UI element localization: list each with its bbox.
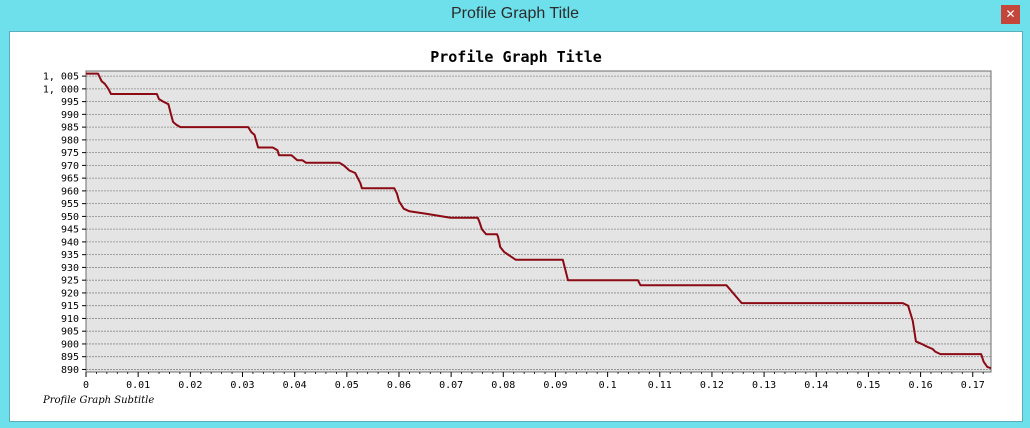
x-tick-label: 0.11: [648, 380, 672, 391]
y-axis: 8908959009059109159209259309359409459509…: [43, 72, 86, 376]
y-tick-label: 965: [61, 174, 79, 185]
y-tick-label: 905: [61, 327, 79, 338]
x-axis: 0 0.01 0.02 0.03 0.04 0.05 0.06 0.07 0.08 0.09 0.1…: [83, 372, 985, 391]
y-tick-label: 975: [61, 148, 79, 159]
y-tick-label: 925: [61, 276, 79, 287]
y-tick-label: 960: [61, 186, 79, 197]
y-tick-label: 910: [61, 314, 79, 325]
y-tick-label: 985: [61, 123, 79, 134]
x-tick-label: 0.02: [178, 380, 202, 391]
close-button[interactable]: ✕: [1001, 5, 1020, 24]
x-tick-label: 0.01: [126, 380, 150, 391]
x-tick-label: 0.15: [856, 380, 880, 391]
x-tick-label: 0.13: [752, 380, 776, 391]
plot-area: [85, 70, 992, 373]
x-tick-label: 0.05: [335, 380, 359, 391]
y-tick-label: 970: [61, 161, 79, 172]
y-tick-label: 935: [61, 250, 79, 261]
window-title: Profile Graph Title: [450, 5, 580, 22]
window-titlebar: Profile Graph Title ✕: [0, 0, 1030, 30]
x-tick-label: 0.09: [543, 380, 567, 391]
x-tick-label: 0.07: [439, 380, 463, 391]
y-tick-label: 955: [61, 199, 79, 210]
chart-subtitle: Profile Graph Subtitle: [42, 395, 154, 406]
x-tick-label: 0.03: [230, 380, 254, 391]
chart-title: Profile Graph Title: [430, 48, 602, 66]
x-tick-label: 0.1: [599, 380, 617, 391]
x-tick-label: 0.16: [909, 380, 933, 391]
graph-window-client: Profile Graph Title 890 895 900 905 910 915 92…: [9, 31, 1023, 422]
y-tick-label: 1, 000: [43, 84, 79, 95]
x-tick-label: 0.08: [491, 380, 515, 391]
y-tick-label: 940: [61, 237, 79, 248]
y-tick-label: 980: [61, 135, 79, 146]
profile-line: [86, 72, 992, 370]
y-tick-label: 1, 005: [43, 72, 79, 83]
y-tick-label: 930: [61, 263, 79, 274]
x-tick-label: 0.12: [700, 380, 724, 391]
close-icon: ✕: [1005, 7, 1016, 21]
y-tick-label: 900: [61, 339, 79, 350]
y-tick-label: 950: [61, 212, 79, 223]
x-tick-label: 0.14: [804, 380, 828, 391]
x-tick-label: 0.17: [961, 380, 985, 391]
x-tick-label: 0: [83, 380, 89, 391]
x-tick-label: 0.06: [387, 380, 411, 391]
y-tick-label: 945: [61, 225, 79, 236]
y-tick-label: 995: [61, 97, 79, 108]
y-tick-label: 890: [61, 365, 79, 376]
y-tick-label: 895: [61, 352, 79, 363]
y-tick-label: 990: [61, 110, 79, 121]
y-tick-label: 920: [61, 288, 79, 299]
x-tick-label: 0.04: [283, 380, 307, 391]
y-tick-label: 915: [61, 301, 79, 312]
